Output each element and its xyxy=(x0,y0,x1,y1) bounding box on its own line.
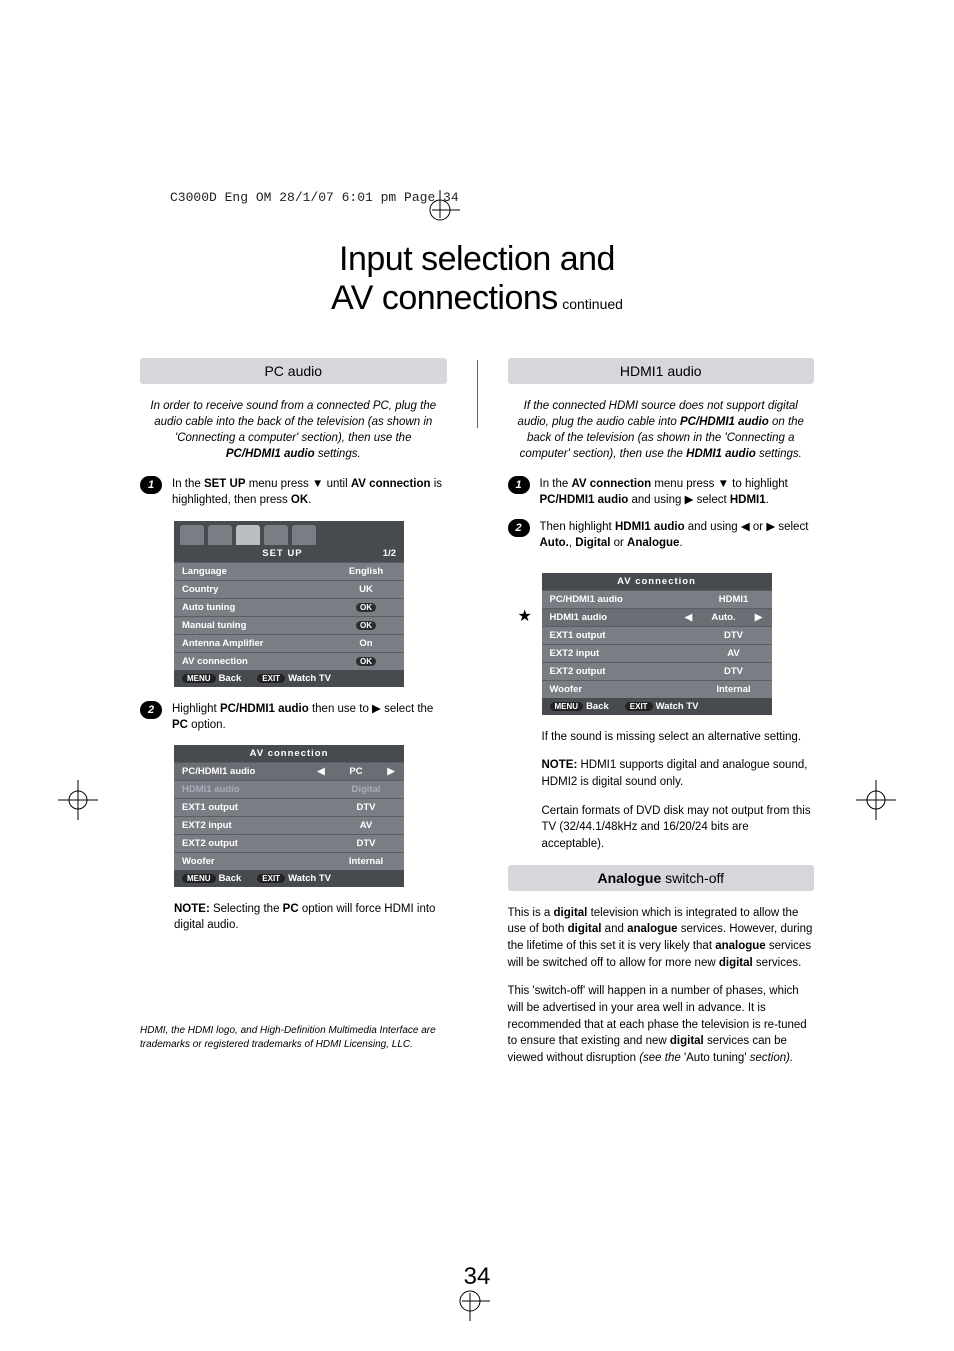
step-1-text-right: In the AV connection menu press ▼ to hig… xyxy=(540,476,815,508)
menu-row: PC/HDMI1 audioHDMI1 xyxy=(542,590,772,608)
file-meta: C3000D Eng OM 28/1/07 6:01 pm Page 34 xyxy=(170,190,459,205)
page-title: Input selection and AV connections conti… xyxy=(140,240,814,318)
menu-row: EXT2 inputAV xyxy=(542,644,772,662)
menu-row: PC/HDMI1 audio◀PC▶ xyxy=(174,762,404,780)
menu-row: HDMI1 audioDigital xyxy=(174,780,404,798)
menu-row: LanguageEnglish xyxy=(174,562,404,580)
av-footer-right: MENUBack EXITWatch TV xyxy=(542,698,772,715)
menu-row: Antenna AmplifierOn xyxy=(174,634,404,652)
menu-row: EXT2 inputAV xyxy=(174,816,404,834)
step-2-text: Highlight PC/HDMI1 audio then use to ▶ s… xyxy=(172,701,447,733)
registration-mark-right xyxy=(856,780,896,825)
step-2-text-right: Then highlight HDMI1 audio and using ◀ o… xyxy=(540,519,815,551)
av-connection-table-right: AV connection PC/HDMI1 audioHDMI1HDMI1 a… xyxy=(542,573,772,715)
para-dvd-formats: Certain formats of DVD disk may not outp… xyxy=(542,803,815,853)
setup-page: 1/2 xyxy=(383,548,396,559)
setup-rows: LanguageEnglishCountryUKAuto tuningOKMan… xyxy=(174,562,404,670)
menu-row: AV connectionOK xyxy=(174,652,404,670)
menu-row: EXT2 outputDTV xyxy=(542,662,772,680)
step-badge-2: 2 xyxy=(140,701,162,719)
right-column: HDMI1 audio If the connected HDMI source… xyxy=(508,358,815,1079)
menu-row: EXT1 outputDTV xyxy=(542,626,772,644)
title-line2: AV connections xyxy=(331,279,558,317)
setup-title: SET UP xyxy=(182,548,383,559)
intro-hdmi1: If the connected HDMI source does not su… xyxy=(516,398,807,462)
menu-row: WooferInternal xyxy=(174,852,404,870)
hdmi-footnote: HDMI, the HDMI logo, and High-Definition… xyxy=(140,1024,447,1051)
av-title-left: AV connection xyxy=(182,748,396,759)
step-badge-2: 2 xyxy=(508,519,530,537)
section-header-hdmi1: HDMI1 audio xyxy=(508,358,815,384)
step-1-right: 1 In the AV connection menu press ▼ to h… xyxy=(508,476,815,508)
title-continued: continued xyxy=(562,296,623,312)
step-badge-1: 1 xyxy=(508,476,530,494)
section-header-pc-audio: PC audio xyxy=(140,358,447,384)
cropmark-bottom xyxy=(450,1281,490,1321)
step-2-right: 2 Then highlight HDMI1 audio and using ◀… xyxy=(508,519,815,551)
menu-row: WooferInternal xyxy=(542,680,772,698)
menu-row: EXT1 outputDTV xyxy=(174,798,404,816)
cropmark-top xyxy=(420,190,460,230)
menu-row: CountryUK xyxy=(174,580,404,598)
menu-row: EXT2 outputDTV xyxy=(174,834,404,852)
analogue-para2: This 'switch-off' will happen in a numbe… xyxy=(508,983,815,1066)
menu-row: Manual tuningOK xyxy=(174,616,404,634)
setup-footer: MENUBack EXITWatch TV xyxy=(174,670,404,687)
star-icon: ★ xyxy=(518,606,532,626)
av-rows-right: PC/HDMI1 audioHDMI1HDMI1 audio◀Auto.▶EXT… xyxy=(542,590,772,698)
column-divider xyxy=(477,360,478,428)
av-connection-table-left: AV connection PC/HDMI1 audio◀PC▶HDMI1 au… xyxy=(174,745,404,887)
setup-menu-table: SET UP 1/2 LanguageEnglishCountryUKAuto … xyxy=(174,521,404,687)
para-note-hdmi: NOTE: HDMI1 supports digital and analogu… xyxy=(542,757,815,790)
step-badge-1: 1 xyxy=(140,476,162,494)
analogue-para1: This is a digital television which is in… xyxy=(508,905,815,972)
para-sound-missing: If the sound is missing select an altern… xyxy=(542,729,815,746)
title-line1: Input selection and xyxy=(140,240,814,279)
note-left: NOTE: Selecting the PC option will force… xyxy=(174,901,447,934)
av-title-right: AV connection xyxy=(550,576,764,587)
av-footer-left: MENUBack EXITWatch TV xyxy=(174,870,404,887)
step-2-left: 2 Highlight PC/HDMI1 audio then use to ▶… xyxy=(140,701,447,733)
left-column: PC audio In order to receive sound from … xyxy=(140,358,447,1079)
registration-mark-left xyxy=(58,780,98,825)
menu-row: Auto tuningOK xyxy=(174,598,404,616)
intro-pc-audio: In order to receive sound from a connect… xyxy=(148,398,439,462)
av-rows-left: PC/HDMI1 audio◀PC▶HDMI1 audioDigitalEXT1… xyxy=(174,762,404,870)
step-1-text: In the SET UP menu press ▼ until AV conn… xyxy=(172,476,447,508)
menu-row: HDMI1 audio◀Auto.▶ xyxy=(542,608,772,626)
step-1-left: 1 In the SET UP menu press ▼ until AV co… xyxy=(140,476,447,508)
section-header-analogue: Analogue switch-off xyxy=(508,865,815,891)
